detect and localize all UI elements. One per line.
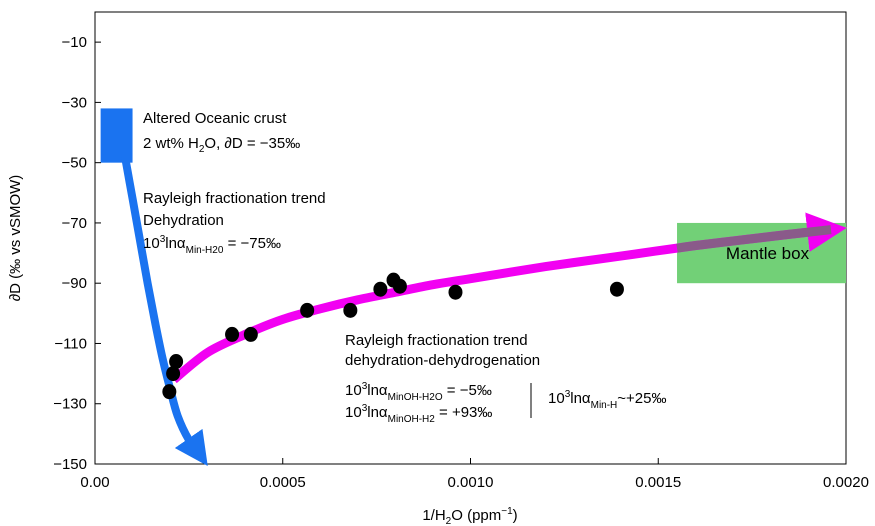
- data-points: [162, 272, 624, 400]
- data-point: [162, 384, 177, 400]
- x-tick-label: 0.0005: [260, 474, 306, 491]
- y-tick-label: −90: [62, 275, 87, 292]
- data-point: [392, 278, 407, 294]
- data-point: [243, 326, 258, 342]
- x-axis-title: 1/H2O (ppm−1): [422, 506, 517, 526]
- dehydration-alpha-label: 103lnαMin-H20 = −75‰: [143, 234, 281, 256]
- alpha-min-h-label: 103lnαMin-H~+25‰: [548, 389, 667, 411]
- y-tick-label: −110: [54, 335, 87, 352]
- y-tick-label: −130: [53, 396, 87, 413]
- y-tick-label: −50: [62, 155, 87, 172]
- x-tick-label: 0.0015: [635, 474, 681, 491]
- y-tick-label: −150: [53, 456, 87, 473]
- x-axis-ticks: 0.00 0.0005 0.0010 0.0015 0.0020: [80, 458, 869, 491]
- x-tick-label: 0.00: [80, 474, 109, 491]
- data-point: [169, 354, 184, 370]
- dehydration-label-line2: Dehydration: [143, 212, 224, 229]
- data-point: [448, 284, 463, 300]
- x-tick-label: 0.0020: [823, 474, 869, 491]
- alpha-minoh-h2o-label: 103lnαMinOH-H2O = −5‰: [345, 381, 492, 403]
- data-point: [609, 281, 624, 297]
- data-point: [373, 281, 388, 297]
- oceanic-crust-box: [100, 108, 133, 163]
- data-point: [300, 302, 315, 318]
- mantle-overlap-band: [676, 225, 832, 253]
- data-point: [225, 326, 240, 342]
- dehydrogenation-label-line1: Rayleigh fractionation trend: [345, 332, 528, 349]
- crust-label-line2: 2 wt% H2O, ∂D = −35‰: [143, 135, 300, 155]
- data-point: [343, 302, 358, 318]
- y-tick-label: −70: [62, 215, 87, 232]
- alpha-minoh-h2-label: 103lnαMinOH-H2 = +93‰: [345, 403, 492, 425]
- trend-arrow-dehydration: [121, 155, 208, 467]
- mantle-box-label: Mantle box: [726, 244, 810, 263]
- y-axis-title: ∂D (‰ vs vSMOW): [7, 175, 24, 302]
- y-tick-label: −10: [62, 34, 87, 51]
- crust-label-line1: Altered Oceanic crust: [143, 110, 287, 127]
- dehydrogenation-label-line2: dehydration-dehydrogenation: [345, 352, 540, 369]
- data-point: [166, 366, 181, 382]
- dehydration-label-line1: Rayleigh fractionation trend: [143, 190, 326, 207]
- y-axis-ticks: −10 −30 −50 −70 −90 −110 −130 −150: [53, 34, 101, 473]
- y-tick-label: −30: [62, 94, 87, 111]
- x-tick-label: 0.0010: [448, 474, 494, 491]
